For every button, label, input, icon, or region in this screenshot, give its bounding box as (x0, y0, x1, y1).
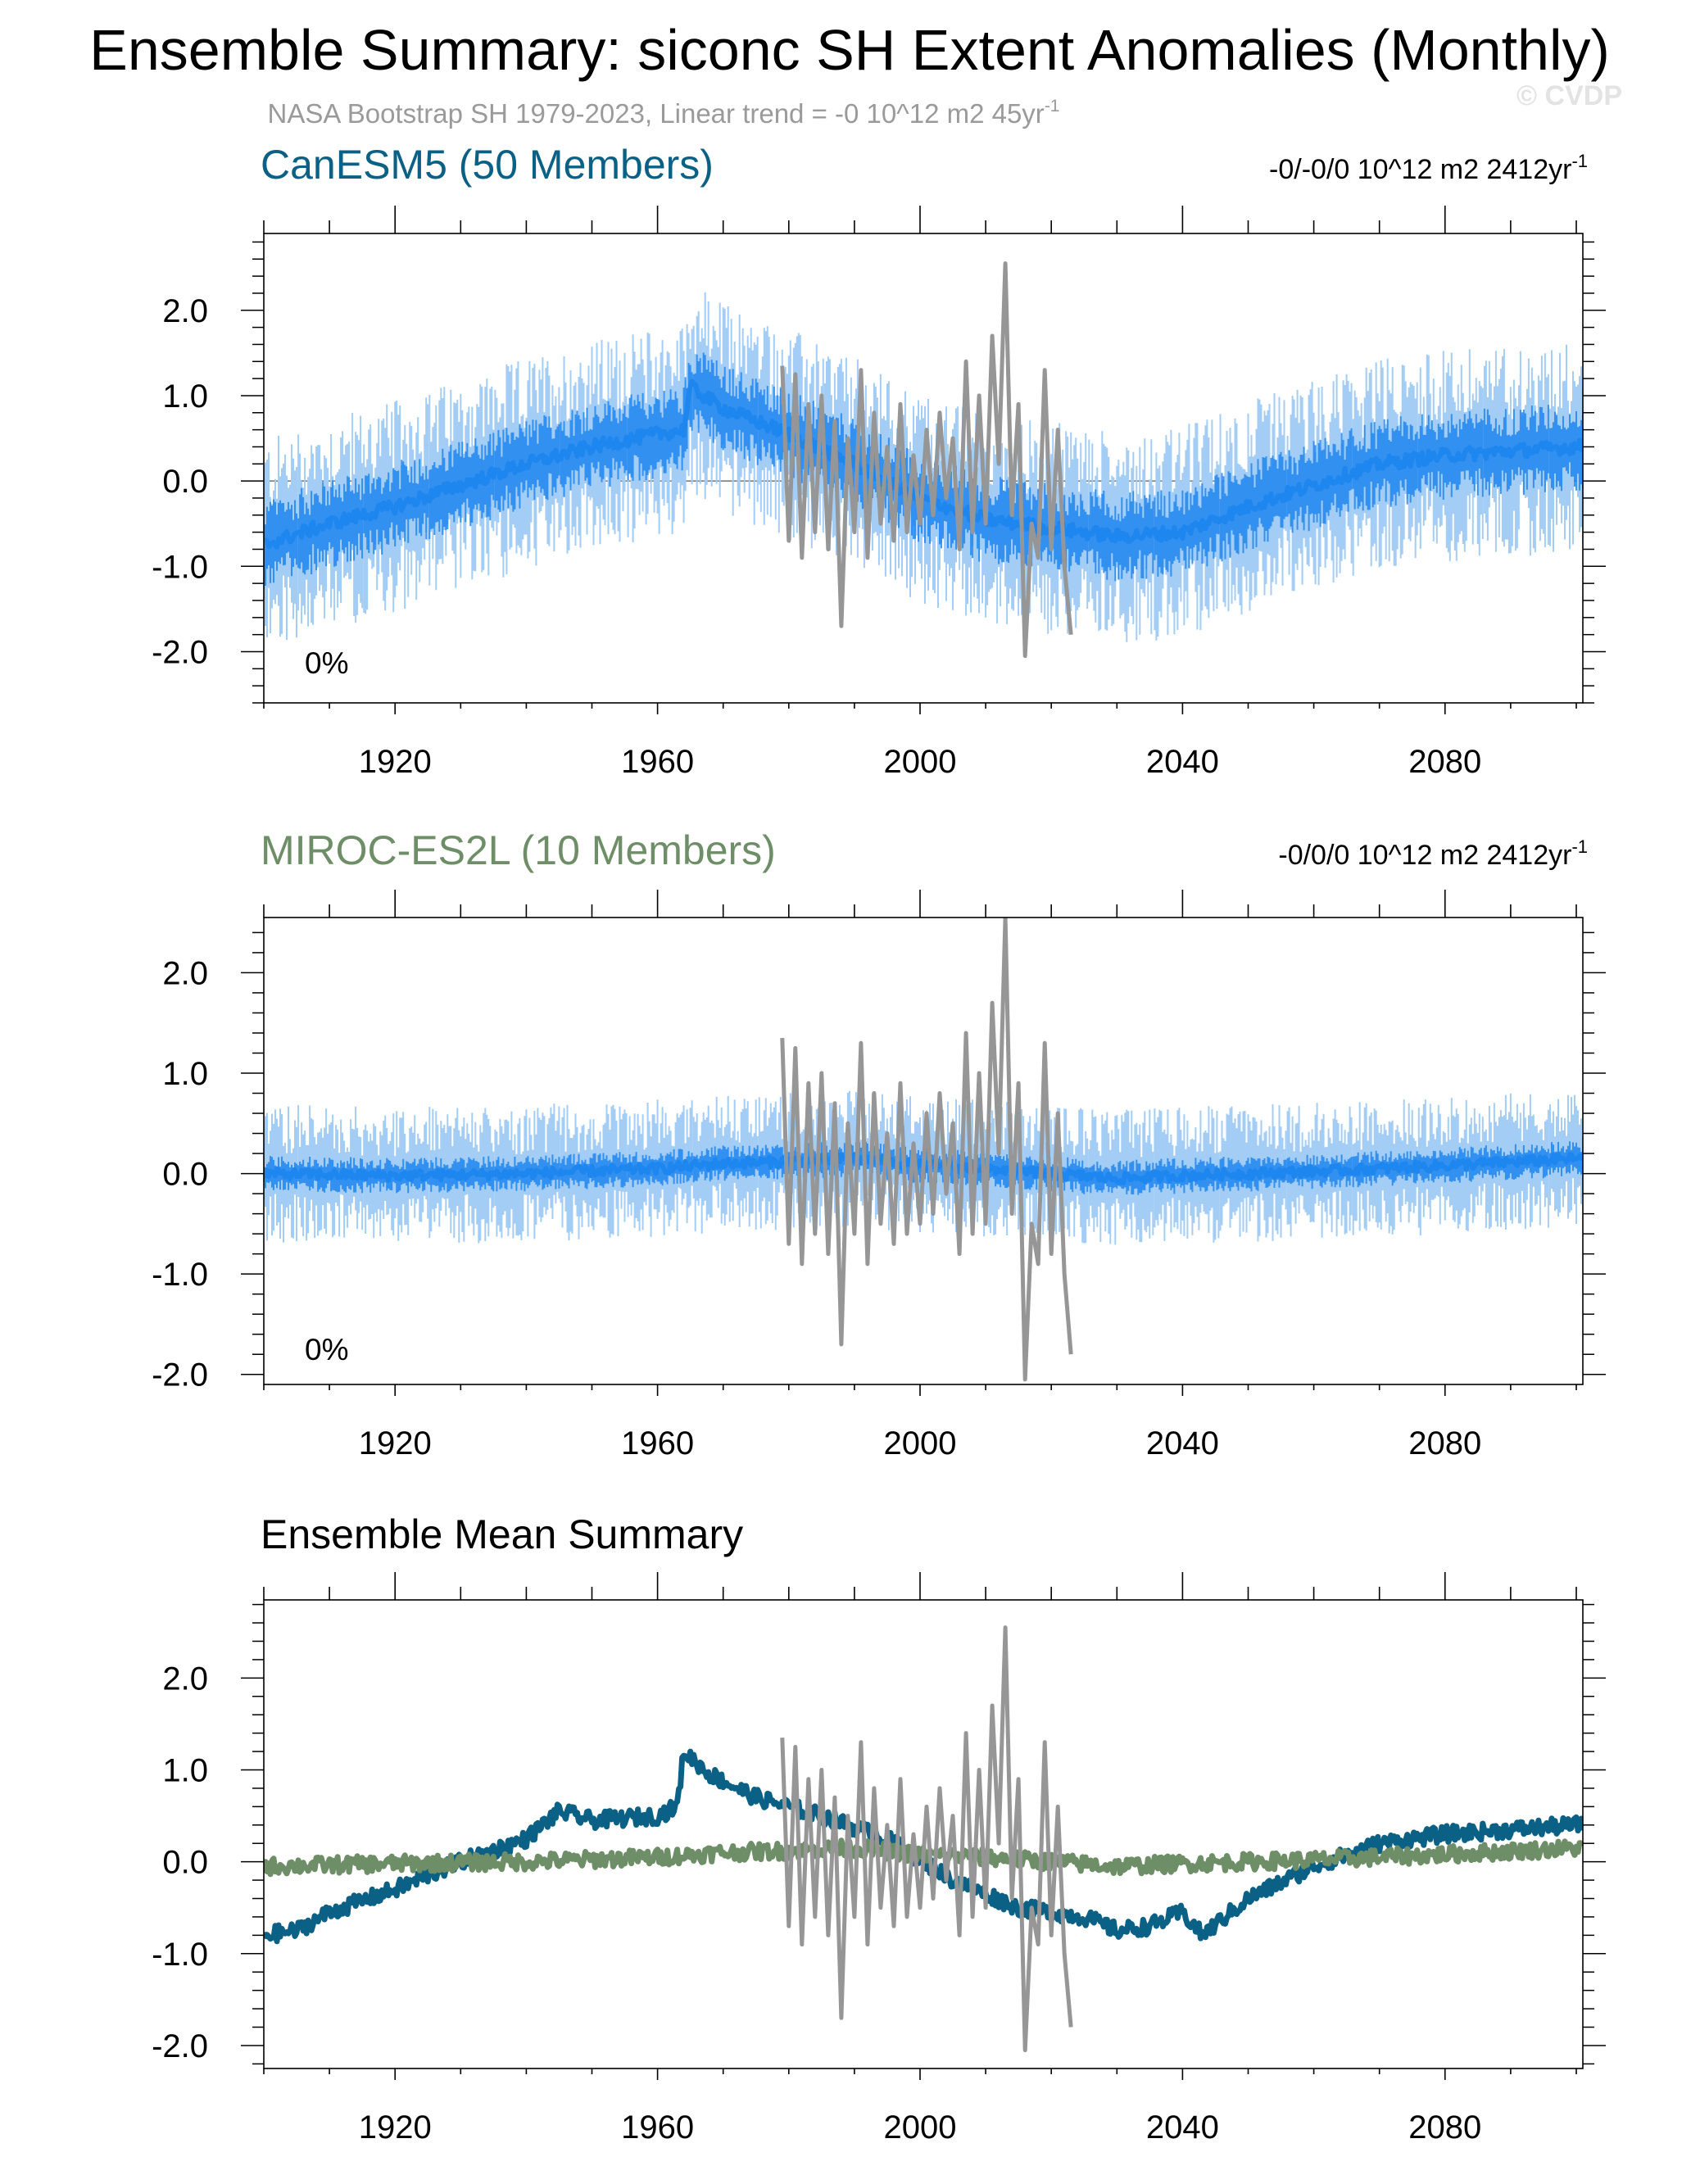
figure-subtitle: NASA Bootstrap SH 1979-2023, Linear tren… (268, 97, 1060, 129)
figure-title: Ensemble Summary: siconc SH Extent Anoma… (89, 18, 1610, 82)
y-tick-label: 1.0 (162, 1056, 208, 1092)
plot-data-layer (264, 261, 1583, 659)
x-tick-label: 2080 (1408, 2109, 1481, 2145)
panel-title: CanESM5 (50 Members) (261, 142, 714, 188)
panel-trend-sup: -1 (1571, 836, 1588, 857)
y-tick-label: -2.0 (152, 2028, 208, 2064)
observations-line (780, 1625, 1073, 2053)
plot-frame (263, 233, 1584, 704)
x-tick-label: 1960 (621, 744, 694, 780)
panel-trend-label: -0/0/0 10^12 m2 2412yr-1 (1278, 836, 1588, 871)
y-tick-label: -1.0 (152, 1937, 208, 1973)
y-tick-label: -1.0 (152, 549, 208, 585)
figure-subtitle-sup: -1 (1045, 97, 1060, 116)
plot-frame (263, 1599, 1584, 2069)
y-tick-label: -2.0 (152, 634, 208, 670)
y-tick-label: -1.0 (152, 1257, 208, 1293)
x-tick-label: 1920 (359, 2109, 432, 2145)
y-tick-label: 1.0 (162, 1752, 208, 1788)
y-tick-label: 0.0 (162, 464, 208, 500)
panel-title: MIROC-ES2L (10 Members) (261, 827, 776, 873)
x-tick-label: 1960 (621, 1425, 694, 1461)
panel-title: Ensemble Mean Summary (261, 1511, 743, 1557)
x-tick-label: 2000 (884, 744, 957, 780)
x-tick-label: 2000 (884, 1425, 957, 1461)
plot-data-layer (264, 1625, 1583, 2053)
panel-trend-sup: -1 (1571, 151, 1588, 171)
panel-percent-label: 0% (305, 646, 348, 680)
miroc-es2l-plot-area: 1920 1960 2000 2040 2080 2.0 1.0 0.0 -1.0 -2.0 (152, 890, 1606, 1461)
y-tick-label: 1.0 (162, 378, 208, 415)
x-tick-label: 2040 (1146, 1425, 1219, 1461)
panel-miroc-es2l: MIROC-ES2L (10 Members) -0/0/0 10^12 m2 … (152, 827, 1606, 1461)
x-tick-label: 2080 (1408, 1425, 1481, 1461)
panel-trend-label: -0/-0/0 10^12 m2 2412yr-1 (1269, 151, 1588, 185)
x-tick-label: 2040 (1146, 744, 1219, 780)
y-tick-label: 2.0 (162, 955, 208, 991)
panel-trend-main: -0/-0/0 10^12 m2 2412yr (1269, 154, 1571, 185)
observations-line (780, 918, 1073, 1382)
x-tick-label: 2040 (1146, 2109, 1219, 2145)
y-tick-label: 2.0 (162, 1661, 208, 1697)
plot-frame (263, 917, 1584, 1385)
panel-ensemble-mean: Ensemble Mean Summary 1920 1960 2000 2040 20… (152, 1511, 1606, 2145)
panel-percent-label: 0% (305, 1333, 348, 1366)
observations-line (780, 261, 1073, 659)
panel-canesm5: CanESM5 (50 Members) -0/-0/0 10^12 m2 24… (152, 142, 1606, 780)
ensemble-mean-plot-area: 1920 1960 2000 2040 2080 2.0 1.0 0.0 -1.0 -2.0 (152, 1572, 1606, 2145)
y-tick-label: -2.0 (152, 1357, 208, 1393)
x-tick-label: 1920 (359, 744, 432, 780)
x-tick-label: 1920 (359, 1425, 432, 1461)
y-tick-label: 0.0 (162, 1845, 208, 1881)
y-tick-label: 2.0 (162, 293, 208, 329)
watermark-label: © CVDP (1516, 80, 1622, 111)
x-tick-label: 1960 (621, 2109, 694, 2145)
plot-data-layer (264, 918, 1583, 1382)
panel-trend-main: -0/0/0 10^12 m2 2412yr (1278, 840, 1571, 871)
x-tick-label: 2000 (884, 2109, 957, 2145)
y-tick-label: 0.0 (162, 1157, 208, 1193)
figure-subtitle-main: NASA Bootstrap SH 1979-2023, Linear tren… (268, 98, 1045, 129)
canesm5-plot-area: 1920 1960 2000 2040 2080 2.0 1.0 0.0 -1.0 -2.0 (152, 206, 1606, 780)
x-tick-label: 2080 (1408, 744, 1481, 780)
